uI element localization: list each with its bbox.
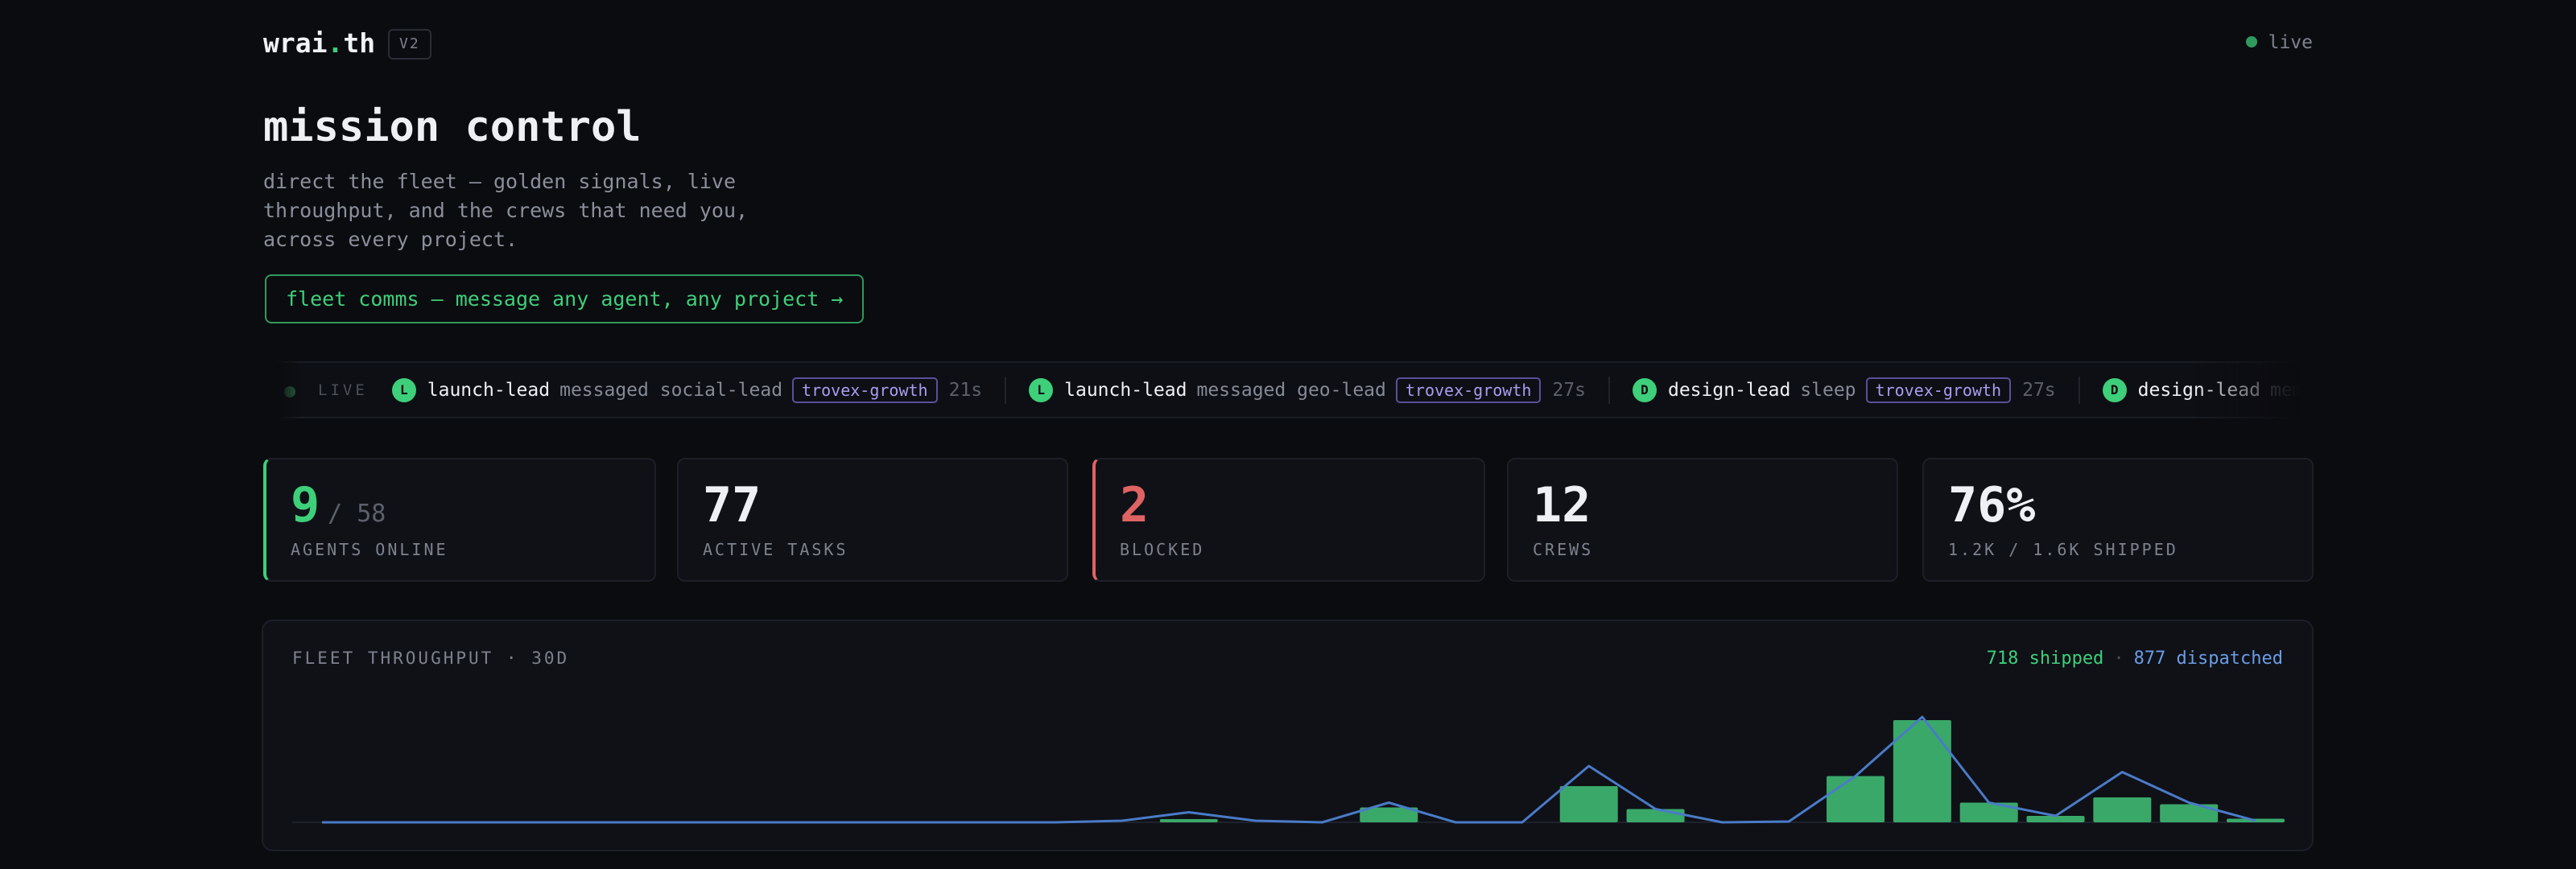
stat-label: AGENTS ONLINE: [291, 540, 448, 559]
stat-value: 77: [703, 477, 761, 533]
stat-number: 2: [1120, 477, 1150, 533]
avatar: D: [2102, 377, 2127, 402]
agent-name: design-lead: [1667, 379, 1791, 401]
bar: [2160, 804, 2219, 822]
project-tag: trovex-growth: [1395, 377, 1542, 403]
stat-label: ACTIVE TASKS: [703, 540, 848, 559]
stat-suffix: / 58: [328, 500, 386, 528]
avatar: L: [391, 377, 416, 402]
throughput-panel: FLEET THROUGHPUT · 30D 718 shipped · 877 d…: [262, 620, 2314, 851]
stat-value: 12: [1533, 477, 1591, 533]
action: messaged social-lead: [559, 379, 783, 401]
bar: [1159, 819, 1218, 822]
fleet-comms-button[interactable]: fleet comms — message any agent, any pro…: [265, 274, 865, 323]
stat-card: 77 ACTIVE TASKS: [677, 458, 1068, 582]
stat-card: 12 CREWS: [1507, 458, 1898, 582]
action: memory wip-: [2269, 379, 2300, 401]
action: sleep: [1800, 379, 1856, 401]
stat-label: BLOCKED: [1120, 540, 1205, 559]
stat-number: 12: [1533, 477, 1591, 533]
stat-number: 77: [703, 477, 762, 533]
bar: [1827, 776, 1885, 822]
page-subtitle: direct the fleet — golden signals, live …: [263, 170, 749, 251]
stat-card: 9 / 58 AGENTS ONLINE: [263, 458, 656, 582]
avatar: L: [1029, 377, 1054, 402]
stat-label: 1.2K / 1.6K SHIPPED: [1948, 540, 2178, 559]
page-title: mission control: [263, 103, 642, 151]
project-tag: trovex-growth: [792, 377, 938, 403]
time-ago: 27s: [2022, 379, 2056, 401]
stat-value: 76%: [1948, 477, 2035, 533]
bar: [1959, 802, 2018, 822]
agent-name: launch-lead: [427, 379, 551, 401]
dispatched-line: [322, 715, 2256, 824]
legend: 718 shipped · 877 dispatched: [1987, 649, 2283, 669]
stat-number: 76%: [1948, 477, 2036, 533]
stat-label: CREWS: [1533, 540, 1594, 559]
stat-number: 9: [291, 477, 320, 533]
brand-part: th: [343, 27, 376, 59]
stat-card: 2 BLOCKED: [1092, 458, 1485, 582]
bar: [1360, 807, 1418, 822]
bar: [2026, 816, 2085, 822]
stat-value: 9 / 58: [291, 477, 386, 533]
legend-entry: 877 dispatched: [2133, 649, 2283, 669]
time-ago: 27s: [1552, 379, 1586, 401]
agent-name: launch-lead: [1064, 379, 1187, 401]
stat-card: 76% 1.2K / 1.6K SHIPPED: [1922, 458, 2314, 582]
brand-part: wrai: [263, 27, 328, 59]
legend-entry: 718 shipped: [1986, 649, 2104, 669]
chart: [292, 715, 2285, 824]
bar: [1893, 720, 1951, 822]
time-ago: 21s: [948, 379, 983, 401]
brand[interactable]: wrai.th: [263, 27, 375, 59]
bar: [2093, 797, 2152, 822]
stat-value: 2: [1120, 477, 1149, 533]
ticker-label: LIVE: [284, 381, 368, 399]
action: messaged geo-lead: [1196, 379, 1386, 401]
chart-title: FLEET THROUGHPUT · 30D: [292, 649, 570, 668]
project-tag: trovex-growth: [1865, 377, 2012, 403]
live-status: live: [2246, 31, 2313, 55]
bar: [1626, 809, 1685, 822]
brand-dot: .: [327, 27, 344, 59]
legend-separator: ·: [2113, 649, 2124, 669]
bar: [1559, 786, 1618, 822]
avatar: D: [1632, 377, 1657, 402]
agent-name: design-lead: [2137, 379, 2260, 401]
version-badge: V2: [388, 29, 431, 60]
